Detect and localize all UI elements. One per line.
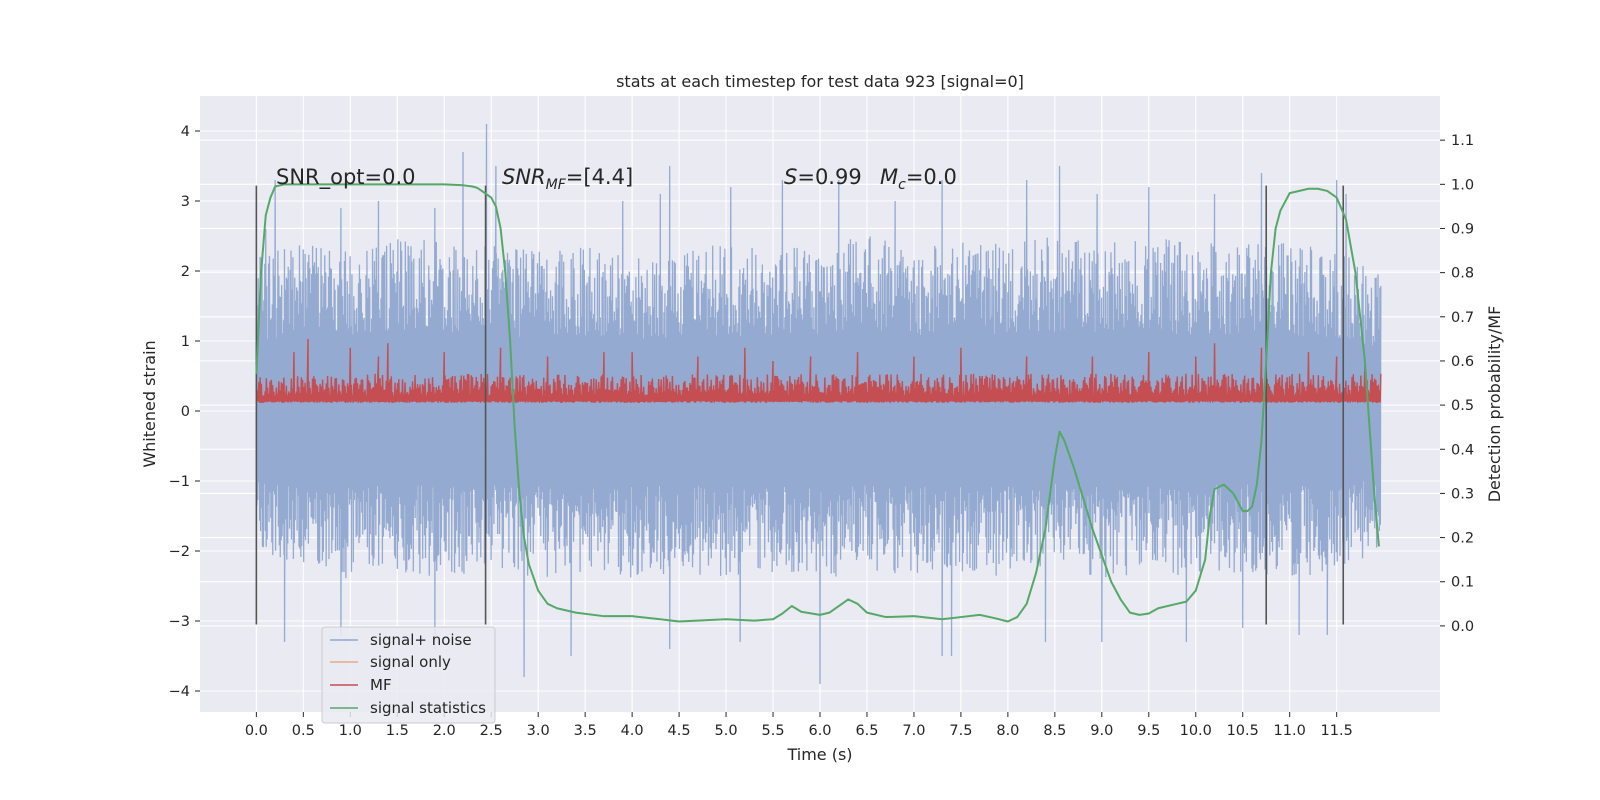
x-tick-label: 2.5 bbox=[480, 723, 503, 739]
y2-axis-ticks: 0.0 0.1 0.2 0.3 0.4 0.5 0.6 0.7 0.8 0.9 1.0 1.1 bbox=[1440, 133, 1474, 635]
snr-mf-tail: =[4.4] bbox=[566, 165, 633, 189]
y-tick-label: −1 bbox=[169, 474, 190, 490]
y2-tick-label: 0.6 bbox=[1451, 354, 1474, 370]
y-tick-label: −3 bbox=[169, 614, 190, 630]
snr-mf-main: SNR bbox=[502, 165, 546, 189]
y-tick-label: 0 bbox=[181, 404, 190, 420]
annotation-mc: Mc=0.0 bbox=[880, 165, 957, 193]
signal-statistics-line bbox=[255, 183, 1380, 623]
annotation-s: S=0.99 bbox=[784, 165, 862, 189]
y2-tick-label: 0.7 bbox=[1451, 310, 1474, 326]
mf-series bbox=[255, 338, 1382, 403]
x-tick-label: 6.5 bbox=[855, 723, 878, 739]
y2-tick-label: 0.2 bbox=[1451, 531, 1474, 547]
x-tick-label: 11.0 bbox=[1274, 723, 1306, 739]
legend-box bbox=[321, 626, 496, 724]
legend-label-mf: MF bbox=[370, 676, 392, 694]
annotation-snr-opt: SNR_opt=0.0 bbox=[276, 165, 416, 190]
mc-main: M bbox=[880, 165, 898, 189]
y-tick-label: 3 bbox=[181, 194, 190, 210]
annotation-snr-mf: SNRMF=[4.4] bbox=[502, 165, 633, 193]
vertical-markers bbox=[255, 185, 1345, 625]
x-tick-label: 11.5 bbox=[1321, 723, 1353, 739]
s-main: S bbox=[784, 165, 797, 189]
y-tick-label: 2 bbox=[181, 264, 190, 280]
legend-label-signal-only: signal only bbox=[370, 653, 451, 671]
x-tick-label: 10.5 bbox=[1227, 723, 1259, 739]
x-tick-label: 4.0 bbox=[621, 723, 644, 739]
s-tail: =0.99 bbox=[797, 165, 861, 189]
x-tick-label: 0.5 bbox=[292, 723, 315, 739]
x-axis-label: Time (s) bbox=[786, 745, 852, 764]
x-tick-label: 9.5 bbox=[1137, 723, 1160, 739]
legend-label-signal-noise: signal+ noise bbox=[370, 631, 472, 649]
x-tick-label: 1.5 bbox=[386, 723, 409, 739]
y-axis-ticks: −4 −3 −2 −1 0 1 2 3 4 bbox=[169, 124, 200, 700]
x-tick-label: 5.0 bbox=[715, 723, 738, 739]
x-tick-label: 8.0 bbox=[996, 723, 1019, 739]
y2-axis-label: Detection probability/MF bbox=[1485, 306, 1504, 503]
x-tick-label: 4.5 bbox=[668, 723, 691, 739]
y-axis-label: Whitened strain bbox=[140, 340, 159, 467]
y-tick-label: 1 bbox=[181, 334, 190, 350]
x-tick-label: 6.0 bbox=[808, 723, 831, 739]
y-tick-label: 4 bbox=[181, 124, 190, 140]
y2-tick-label: 0.3 bbox=[1451, 486, 1474, 502]
x-axis-ticks: 0.0 0.5 1.0 1.5 2.0 2.5 3.0 3.5 4.0 4.5 5.0 5.5 6.0 6… bbox=[245, 712, 1353, 739]
mf-line bbox=[255, 338, 1382, 403]
x-tick-label: 7.0 bbox=[902, 723, 925, 739]
x-tick-label: 0.0 bbox=[245, 723, 268, 739]
y-tick-label: −2 bbox=[169, 544, 190, 560]
x-tick-label: 7.5 bbox=[949, 723, 972, 739]
x-tick-label: 3.5 bbox=[574, 723, 597, 739]
x-tick-label: 10.0 bbox=[1180, 723, 1212, 739]
y2-tick-label: 0.5 bbox=[1451, 398, 1474, 414]
x-tick-label: 8.5 bbox=[1043, 723, 1066, 739]
signal-statistics-series bbox=[255, 183, 1380, 623]
y2-tick-label: 0.1 bbox=[1451, 575, 1474, 591]
mc-tail: =0.0 bbox=[906, 165, 957, 189]
y2-tick-label: 0.8 bbox=[1451, 266, 1474, 282]
y-tick-label: −4 bbox=[169, 684, 190, 700]
y2-tick-label: 0.4 bbox=[1451, 442, 1474, 458]
x-tick-label: 2.0 bbox=[433, 723, 456, 739]
y2-tick-label: 1.1 bbox=[1451, 133, 1474, 149]
y2-tick-label: 0.0 bbox=[1451, 619, 1474, 635]
signal-noise-line bbox=[255, 123, 1382, 685]
mc-sub: c bbox=[898, 177, 906, 193]
legend-label-signal-statistics: signal statistics bbox=[370, 699, 486, 717]
legend: signal+ noise signal only MF signal stat… bbox=[321, 626, 496, 724]
chart-title: stats at each timestep for test data 923… bbox=[616, 72, 1024, 91]
x-tick-label: 9.0 bbox=[1090, 723, 1113, 739]
signal-noise-series bbox=[255, 123, 1382, 685]
x-tick-label: 1.0 bbox=[339, 723, 362, 739]
x-tick-label: 3.0 bbox=[527, 723, 550, 739]
snr-mf-sub: MF bbox=[546, 177, 567, 193]
y2-tick-label: 1.0 bbox=[1451, 177, 1474, 193]
x-tick-label: 5.5 bbox=[761, 723, 784, 739]
y2-tick-label: 0.9 bbox=[1451, 221, 1474, 237]
